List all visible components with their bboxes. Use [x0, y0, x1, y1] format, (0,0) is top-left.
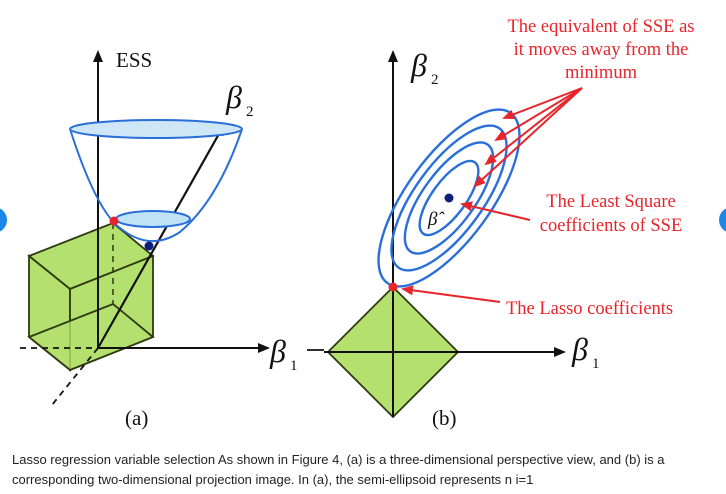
least-squares-point-3d: [144, 241, 154, 251]
box-hidden-edge: [28, 222, 114, 257]
lasso-figure: ESS β 2 β 1 (a): [20, 17, 695, 430]
constraint-box: [27, 221, 155, 372]
arrow-to-contour: [484, 87, 583, 166]
arrow-to-contour: [473, 87, 583, 188]
sse-annotation-line3: minimum: [565, 63, 638, 83]
lasso-point-3d: [109, 216, 119, 226]
beta2-subscript: 2: [246, 104, 254, 120]
arrow-to-least-squares: [460, 201, 531, 221]
sse-annotation-line1: The equivalent of SSE as: [507, 17, 694, 37]
least-squares-annotation-line1: The Least Square: [546, 192, 675, 212]
least-squares-point: [444, 193, 454, 203]
beta2-axis: [97, 123, 225, 349]
sse-annotation-arrows: [401, 87, 583, 303]
ess-axis-label: ESS: [116, 48, 152, 72]
beta1-subscript: 1: [592, 356, 600, 372]
bowl-slice: [115, 210, 191, 228]
arrow-to-contour: [502, 87, 583, 120]
lasso-point: [388, 282, 398, 292]
beta-hat-label: β̂: [427, 209, 445, 230]
panel-a: ESS β 2 β 1 (a): [20, 48, 324, 430]
sse-bowl: [69, 119, 243, 243]
beta1-axis-label: β: [571, 331, 588, 367]
panel-a-label: (a): [125, 406, 148, 430]
beta1-subscript: 1: [290, 358, 298, 374]
beta2-axis-label: β: [225, 79, 242, 115]
least-squares-annotation-line2: coefficients of SSE: [540, 216, 683, 236]
beta2-axis-label: β: [410, 47, 427, 83]
contour-ellipse: [390, 124, 508, 272]
beta2-subscript: 2: [431, 72, 439, 88]
bowl-rim: [69, 119, 243, 139]
figure-caption: Lasso regression variable selection As s…: [12, 452, 665, 487]
panel-b-label: (b): [432, 406, 457, 430]
arrow-to-contour: [494, 87, 583, 142]
contour-ellipse: [403, 141, 495, 255]
box-hidden-edge: [28, 303, 114, 338]
lasso-annotation: The Lasso coefficients: [506, 299, 673, 319]
left-scroll-handle[interactable]: [0, 207, 7, 233]
arrow-to-lasso: [401, 285, 501, 303]
panel-b: The equivalent of SSE as it moves away f…: [324, 17, 695, 430]
right-scroll-handle[interactable]: [719, 207, 726, 233]
beta2-axis-hidden: [51, 347, 99, 406]
beta1-axis-label: β: [269, 333, 286, 369]
sse-annotation-line2: it moves away from the: [514, 40, 689, 60]
bowl-outline: [69, 128, 243, 243]
